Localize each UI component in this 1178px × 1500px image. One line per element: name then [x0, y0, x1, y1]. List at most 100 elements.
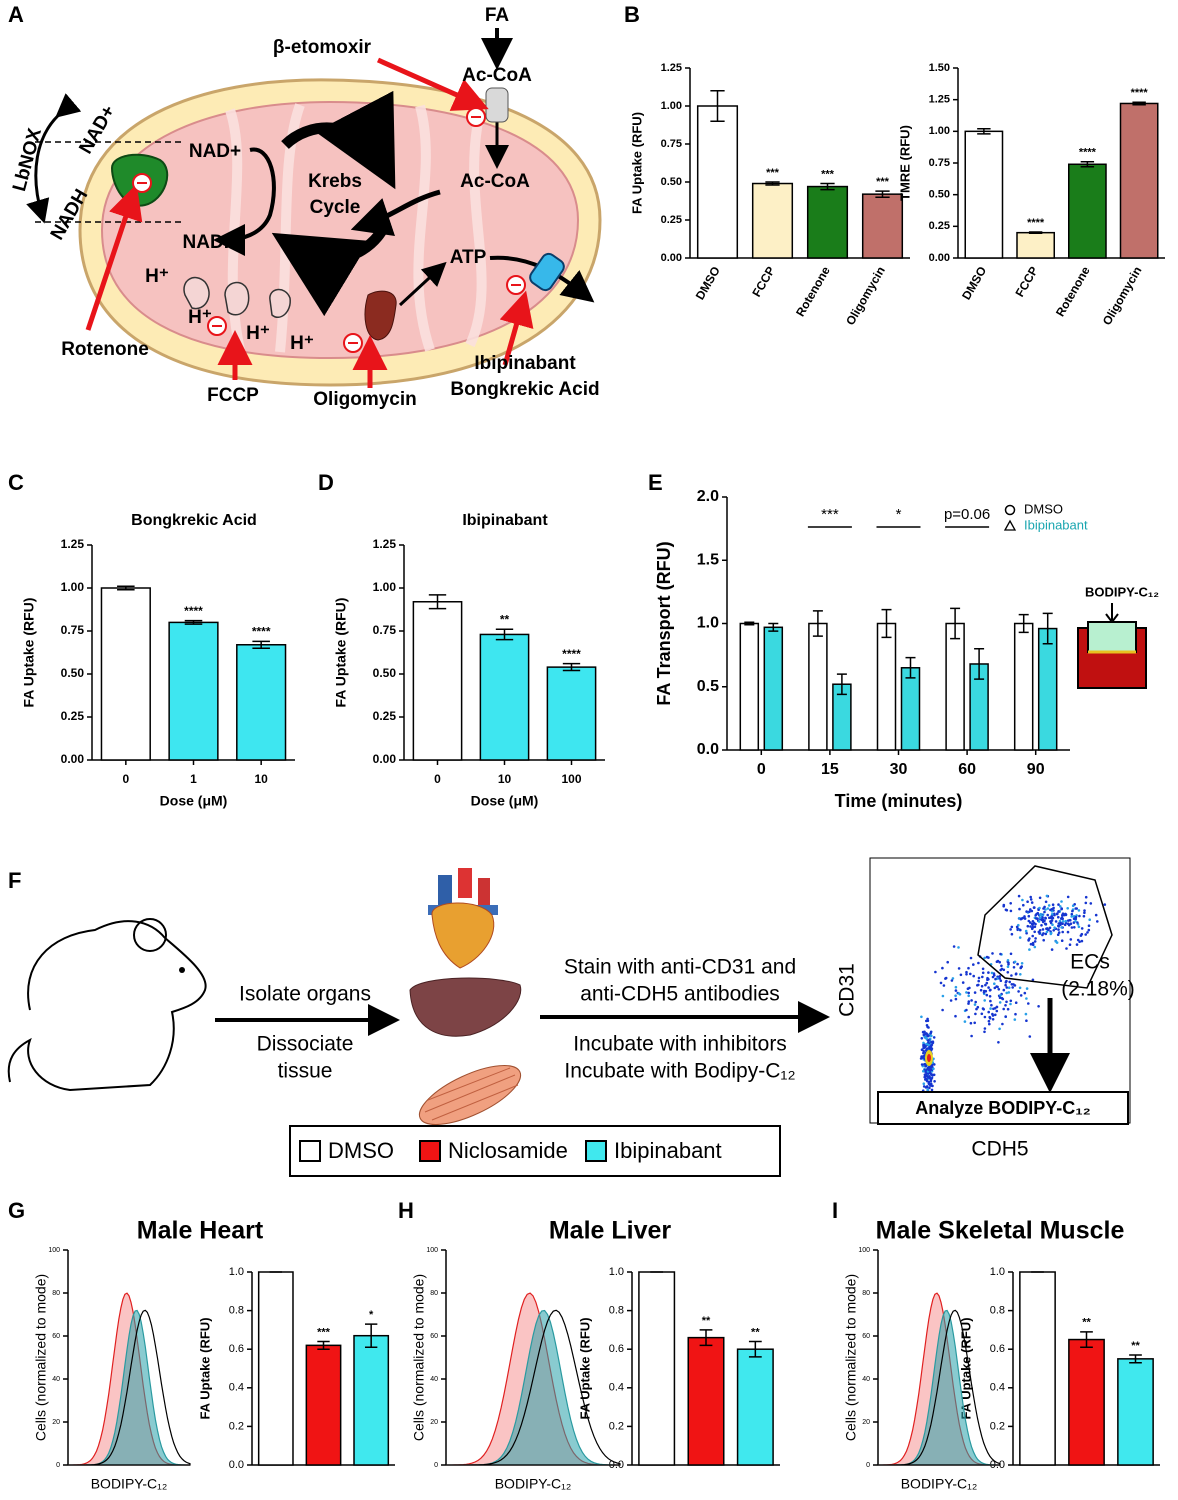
flow-dot — [1005, 979, 1008, 983]
y-tick-label: 100 — [858, 1247, 870, 1254]
flow-dot — [1025, 997, 1028, 1000]
flow-dot — [927, 1068, 931, 1072]
flow-dot — [1076, 921, 1079, 924]
legend-label: DMSO — [1024, 501, 1063, 516]
inset-arrow — [1105, 603, 1119, 624]
flow-dot — [929, 1031, 932, 1035]
hist-x-label: BODIPY-C₁₂ — [91, 1476, 168, 1492]
flow-dot — [985, 955, 989, 959]
flow-dot — [928, 1047, 931, 1050]
significance-label: ** — [1131, 1340, 1140, 1352]
flow-dot — [1034, 937, 1037, 940]
flow-dot — [1016, 927, 1019, 930]
flow-dot — [1014, 1001, 1018, 1004]
gate-label: ECs — [1070, 951, 1110, 974]
flow-dot — [991, 952, 994, 955]
flow-dot — [965, 1008, 968, 1012]
flow-dot — [1002, 988, 1006, 992]
significance-label: **** — [562, 647, 581, 661]
flow-dot — [1029, 895, 1032, 899]
y-tick-label: 1.5 — [697, 551, 719, 568]
flow-dot — [930, 1073, 934, 1076]
bar — [806, 185, 849, 259]
flow-dot — [1042, 907, 1045, 910]
flow-dot — [1005, 986, 1009, 989]
significance-label: *** — [766, 167, 780, 179]
flow-dot — [957, 967, 961, 970]
flow-dot — [1073, 903, 1076, 906]
x-tick-label: Rotenone — [793, 264, 833, 319]
flow-dot — [954, 994, 957, 997]
x-axis-label: Dose (μM) — [471, 793, 539, 809]
flow-dot — [1053, 926, 1056, 929]
flow-dot — [954, 1014, 957, 1018]
y-tick-label: 1.25 — [61, 537, 85, 551]
panel-label: F — [8, 868, 21, 893]
error-bar — [1042, 612, 1053, 645]
error-bar — [428, 594, 447, 610]
flow-dot — [922, 1041, 925, 1045]
flow-dot — [1077, 909, 1081, 912]
flow-dot — [1078, 914, 1081, 918]
flow-dot — [954, 985, 958, 989]
flow-dot — [977, 976, 981, 980]
bar — [100, 587, 151, 761]
flow-dot — [954, 989, 958, 992]
flow-dot — [1002, 903, 1006, 907]
flow-dot — [1038, 896, 1042, 900]
y-tick-label: 0.8 — [990, 1305, 1005, 1317]
flow-dot — [1070, 912, 1074, 916]
y-axis-label: FA Uptake (RFU) — [21, 598, 37, 708]
flow-dot — [1083, 911, 1086, 915]
flow-dot — [997, 988, 1001, 991]
chart-title: Male Skeletal Muscle — [876, 1217, 1125, 1245]
flow-dot — [1006, 959, 1010, 962]
atp-synthase — [364, 290, 397, 341]
flow-dot — [926, 1033, 929, 1036]
flow-dot — [990, 971, 994, 975]
error-bar — [117, 585, 135, 591]
bar — [168, 621, 219, 761]
flow-dot — [1079, 934, 1083, 937]
bar — [1019, 1271, 1056, 1466]
error-bar — [1018, 613, 1029, 634]
bar — [751, 182, 794, 259]
error-bar — [699, 1329, 713, 1347]
label: Stain with anti-CD31 and — [564, 956, 796, 979]
y-tick-label: 100 — [426, 1247, 438, 1254]
flow-dot — [1063, 923, 1067, 927]
flow-dot — [922, 1046, 925, 1050]
significance-label: **** — [1131, 87, 1149, 99]
flow-dot — [1076, 938, 1080, 942]
error-bar — [317, 1340, 330, 1350]
y-tick-label: 60 — [430, 1333, 438, 1340]
axis-label: CD31 — [836, 963, 859, 1017]
flow-dot — [977, 979, 980, 983]
flow-dot — [924, 1078, 927, 1081]
flow-dot — [1037, 920, 1041, 923]
flow-dot — [1026, 900, 1029, 903]
y-tick-label: 1.00 — [373, 580, 397, 594]
error-bar — [812, 610, 823, 637]
flow-dot — [924, 1064, 927, 1068]
flow-dot — [1052, 906, 1055, 910]
flow-dot — [1049, 931, 1053, 935]
lbnox-arrow — [26, 93, 82, 224]
liver — [409, 977, 522, 1037]
flow-dot — [922, 1069, 925, 1073]
legend-marker — [1003, 519, 1017, 531]
error-bar — [252, 640, 270, 649]
flow-dot — [1038, 932, 1041, 935]
mouse-eye — [179, 967, 185, 973]
flow-dot — [1066, 895, 1070, 899]
bar — [1119, 102, 1159, 259]
flow-dot — [989, 999, 992, 1003]
flow-dot — [973, 1021, 976, 1025]
flow-dot — [1086, 931, 1089, 934]
flow-dot — [1096, 920, 1099, 923]
flow-dot — [1002, 1007, 1005, 1011]
flow-dot — [1066, 922, 1070, 925]
inhibition-marks — [132, 107, 526, 353]
flow-dot — [1067, 919, 1070, 922]
label: H⁺ — [145, 266, 169, 287]
